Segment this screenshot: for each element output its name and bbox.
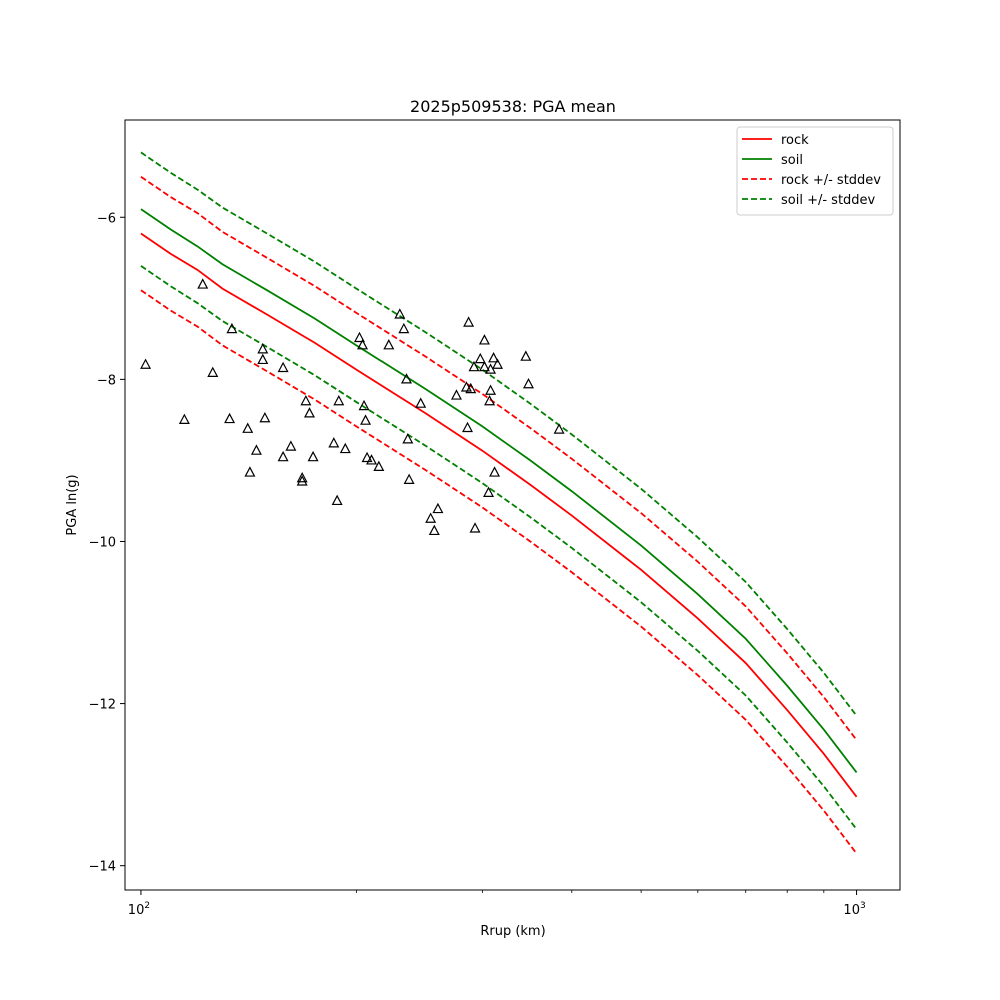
x-tick-label-base-0: 10 [128, 903, 145, 918]
observation-point-57 [492, 358, 504, 369]
legend-label-0: rock [781, 133, 809, 148]
legend-label-1: soil [781, 153, 803, 168]
observation-point-31 [383, 339, 395, 350]
plot-clip-group [140, 151, 858, 855]
y-tick-label-1: −8 [97, 373, 116, 388]
observation-point-45 [465, 382, 477, 394]
legend-label-3: soil +/- stddev [781, 193, 876, 208]
observation-point-41 [450, 389, 462, 400]
axes: 102 103−6−8−10−12−14 [89, 119, 901, 918]
observation-point-4 [224, 412, 236, 424]
observation-point-6 [242, 422, 254, 433]
y-tick-label-3: −12 [89, 698, 116, 713]
x-axis-label: Rrup (km) [480, 924, 545, 939]
observation-point-40 [432, 502, 444, 514]
observation-point-15 [296, 471, 308, 483]
observation-point-3 [207, 366, 219, 377]
observation-point-18 [303, 407, 315, 418]
observation-point-0 [140, 358, 152, 369]
x-tick-label-1: 103 [843, 901, 865, 918]
x-tick-label-exp-1: 3 [860, 901, 866, 911]
observation-point-49 [478, 334, 490, 345]
observation-point-27 [360, 414, 372, 425]
observation-point-53 [485, 363, 497, 374]
x-tick-label-0: 102 [128, 901, 150, 918]
observation-point-44 [463, 316, 475, 327]
observation-point-59 [523, 377, 535, 389]
observation-point-14 [285, 440, 297, 451]
observation-point-50 [478, 360, 490, 372]
observation-point-24 [353, 331, 365, 343]
observation-point-39 [428, 524, 440, 536]
observation-point-16 [296, 475, 308, 486]
observation-point-55 [488, 352, 500, 363]
observation-point-28 [361, 451, 373, 463]
plot-area [140, 151, 858, 855]
observation-point-21 [331, 494, 343, 506]
observation-point-5 [226, 322, 238, 334]
observation-point-17 [300, 394, 312, 406]
observation-point-32 [394, 308, 406, 319]
observation-point-48 [474, 352, 486, 364]
observation-point-60 [553, 423, 565, 434]
observation-point-19 [307, 450, 319, 462]
observation-point-7 [244, 466, 256, 477]
observation-point-25 [357, 339, 369, 350]
observation-point-37 [415, 397, 427, 408]
observation-point-23 [339, 442, 351, 454]
observation-point-56 [489, 466, 501, 477]
observation-point-38 [425, 512, 437, 523]
chart-title: 2025p509538: PGA mean [410, 97, 616, 116]
observation-point-58 [520, 350, 532, 361]
observation-point-33 [398, 322, 410, 334]
y-axis-label: PGA ln(g) [65, 474, 80, 535]
observation-point-46 [468, 360, 480, 372]
observation-point-8 [250, 444, 262, 455]
series-line-1 [140, 208, 858, 774]
observation-point-51 [483, 486, 495, 497]
observation-point-1 [178, 413, 190, 424]
axes-frame [124, 119, 901, 891]
observation-point-10 [257, 353, 269, 365]
observation-point-9 [257, 343, 269, 354]
x-tick-label-exp-0: 2 [144, 901, 150, 911]
legend: rock soil rock +/- stddev soil +/- stddev [736, 126, 894, 216]
y-tick-label-2: −10 [89, 535, 116, 550]
legend-box [736, 126, 894, 216]
y-tick-label-0: −6 [97, 211, 116, 226]
observation-point-54 [485, 384, 497, 395]
observation-point-12 [277, 361, 289, 373]
observation-point-29 [366, 454, 378, 465]
observation-point-30 [373, 460, 385, 472]
observation-point-2 [197, 278, 209, 289]
observation-point-47 [469, 522, 481, 533]
observation-point-35 [402, 433, 414, 444]
observation-point-22 [333, 394, 345, 406]
observation-point-43 [462, 421, 474, 433]
x-tick-label-base-1: 10 [843, 903, 860, 918]
observation-point-42 [460, 381, 472, 392]
observation-point-26 [358, 399, 370, 411]
series-line-0 [140, 232, 858, 798]
legend-label-2: rock +/- stddev [781, 173, 881, 188]
observation-point-36 [403, 473, 415, 484]
y-tick-label-4: −14 [89, 860, 116, 875]
observation-point-13 [277, 450, 289, 462]
observation-point-34 [400, 373, 412, 384]
observation-point-20 [328, 437, 340, 448]
observation-point-52 [484, 394, 496, 406]
observation-point-11 [259, 411, 271, 423]
